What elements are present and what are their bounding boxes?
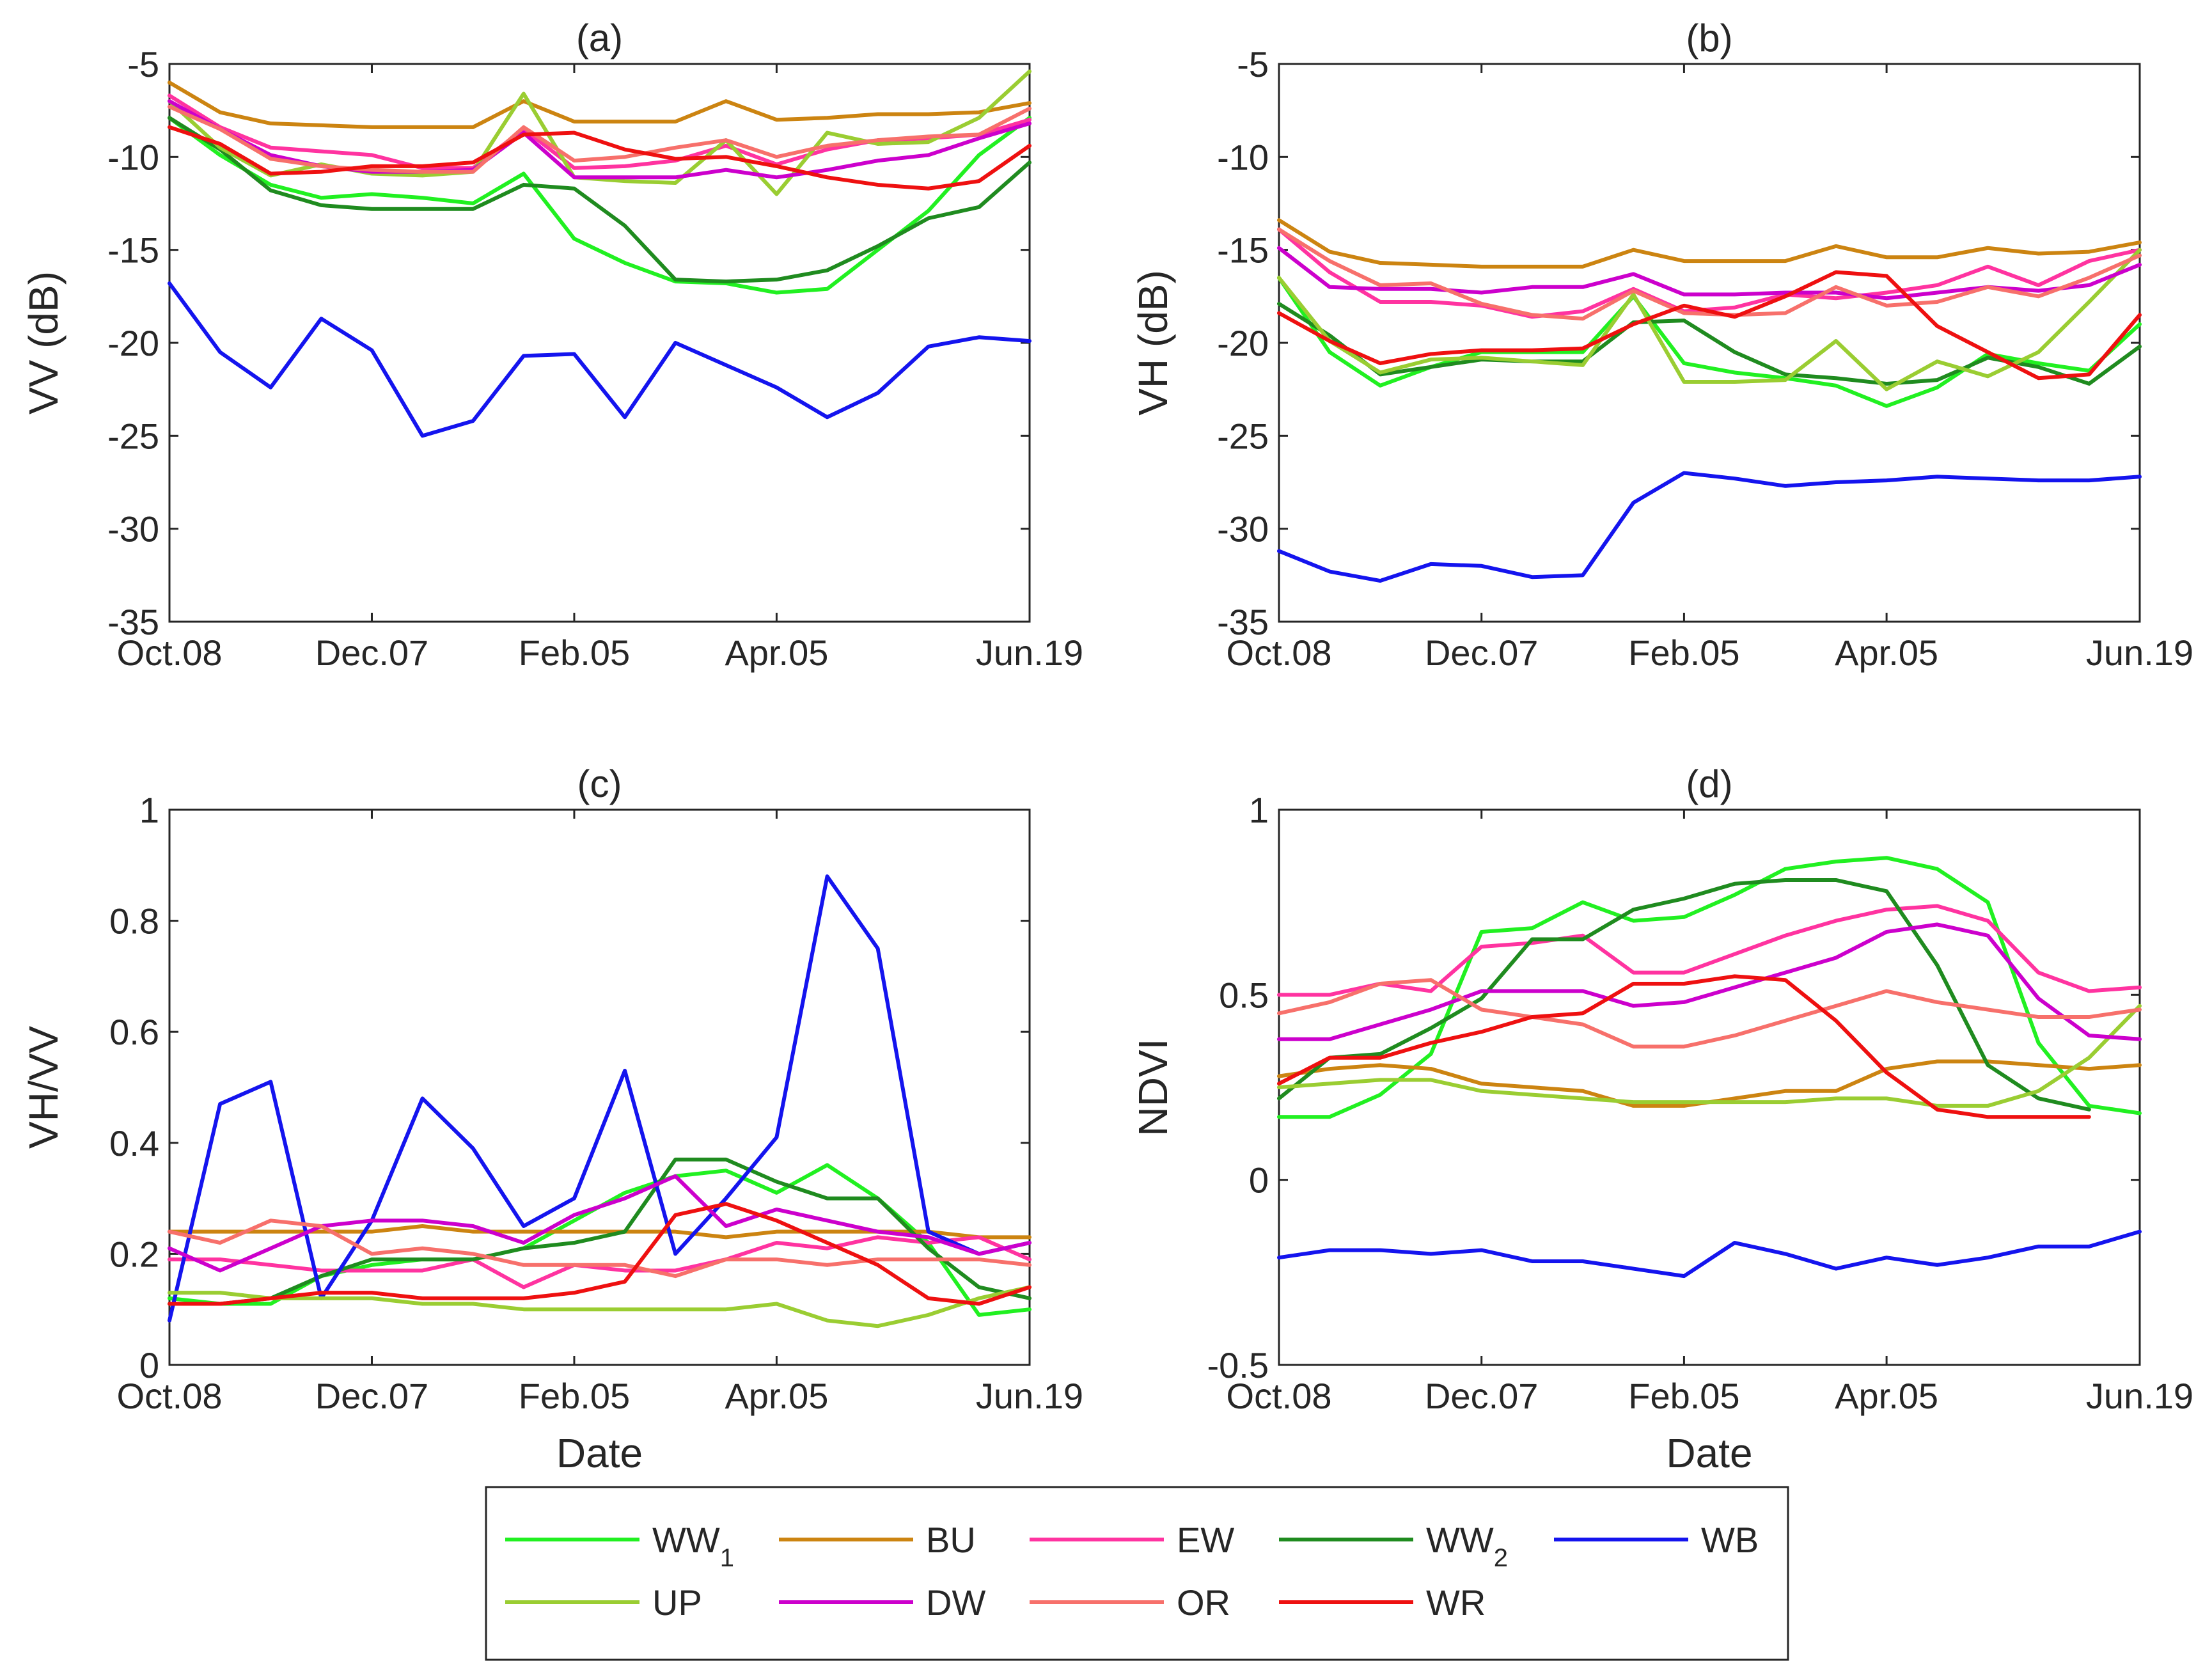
panel-a: -35 -30 -25 -20 -15 -10 -5 Oct.08 Dec.07 Feb.05 Ap… <box>20 17 1083 673</box>
y-tick-label: 0.4 <box>109 1123 159 1163</box>
y-tick-label: 0 <box>1249 1160 1269 1201</box>
series-line-wb <box>1277 1229 2142 1279</box>
panel-d: -0.5 0 0.5 1 Oct.08 Dec.07 Feb.05 Apr.05 Jun.19 (… <box>1130 762 2193 1476</box>
series-line-dw <box>168 1174 1031 1273</box>
series-line-bu <box>1277 218 2142 269</box>
axes-box <box>168 63 1031 623</box>
legend-label: WR <box>1426 1582 1486 1623</box>
y-axis-label: VH/VV <box>20 1026 67 1149</box>
y-tick-label: -0.5 <box>1207 1345 1269 1385</box>
y-tick-label: -10 <box>107 137 159 177</box>
panel-c: 0 0.2 0.4 0.6 0.8 1 Oct.08 Dec.07 Feb.05 Apr.05 Ju… <box>20 762 1083 1476</box>
y-tick-label: 1 <box>139 790 159 830</box>
y-tick-label: -15 <box>107 230 159 271</box>
legend-label: EW <box>1177 1520 1234 1560</box>
series-line-wb <box>1277 471 2142 583</box>
panel-b: -35 -30 -25 -20 -15 -10 -5 Oct.08 Dec.07 Feb.05 Ap… <box>1130 17 2193 673</box>
x-tick-label: Jun.19 <box>976 1376 1083 1416</box>
y-tick-label: 0.5 <box>1219 975 1269 1015</box>
series-line-ww2 <box>1277 878 2091 1112</box>
x-tick-label: Dec.07 <box>1425 633 1538 673</box>
x-tick-label: Dec.07 <box>1425 1376 1538 1416</box>
legend-label: DW <box>926 1582 985 1623</box>
y-tick-label: -5 <box>127 44 159 84</box>
x-tick-label: Apr.05 <box>725 633 828 673</box>
series-line-ww2 <box>168 116 1031 284</box>
legend-label: WB <box>1701 1520 1759 1560</box>
series-line-wr <box>1277 270 2142 381</box>
y-tick-label: -10 <box>1217 137 1269 177</box>
x-tick-label: Apr.05 <box>1835 1376 1938 1416</box>
x-axis-label: Date <box>1666 1430 1752 1476</box>
x-axis-label: Date <box>556 1430 643 1476</box>
x-tick-label: Dec.07 <box>315 633 428 673</box>
y-tick-label: 0 <box>139 1345 159 1385</box>
x-tick-label: Oct.08 <box>117 1376 223 1416</box>
x-tick-label: Feb.05 <box>519 633 630 673</box>
series-line-ew <box>1277 904 2142 997</box>
y-axis-label: VH (dB) <box>1130 270 1176 416</box>
axes-box <box>168 808 1031 1366</box>
series-line-or <box>1277 227 2142 321</box>
legend-label: BU <box>926 1520 976 1560</box>
y-tick-label: -30 <box>1217 509 1269 549</box>
series-line-up <box>1277 1004 2142 1108</box>
series-line-ww2 <box>1277 301 2142 386</box>
series-line-wr <box>168 125 1031 191</box>
x-tick-label: Jun.19 <box>2086 1376 2193 1416</box>
series-line-wb <box>168 874 1031 1323</box>
y-tick-label: -15 <box>1217 230 1269 271</box>
x-tick-label: Oct.08 <box>1227 1376 1332 1416</box>
series-line-ww1 <box>1277 856 2142 1119</box>
series-line-bu <box>168 81 1031 129</box>
series-line-wb <box>168 281 1031 438</box>
series-line-ww1 <box>1277 276 2142 408</box>
series-line-or <box>168 104 1031 174</box>
y-tick-label: -5 <box>1237 44 1269 84</box>
axes-box <box>1278 63 2141 623</box>
x-tick-label: Oct.08 <box>1227 633 1332 673</box>
y-tick-label: -25 <box>1217 416 1269 456</box>
y-tick-label: -30 <box>107 509 159 549</box>
y-tick-label: 0.2 <box>109 1234 159 1274</box>
series-line-wr <box>1277 974 2091 1119</box>
y-tick-label: -35 <box>107 602 159 642</box>
legend-box <box>485 1486 1789 1661</box>
series-line-up <box>1277 248 2142 391</box>
y-tick-label: -20 <box>107 323 159 363</box>
panel-title: (b) <box>1686 17 1732 59</box>
series-line-or <box>168 1218 1031 1279</box>
series-line-ew <box>1277 227 2142 319</box>
x-tick-label: Feb.05 <box>519 1376 630 1416</box>
y-axis-label: NDVI <box>1130 1039 1176 1137</box>
y-axis-label: VV (dB) <box>20 271 67 414</box>
x-tick-label: Oct.08 <box>117 633 223 673</box>
panel-title: (a) <box>576 17 623 59</box>
x-tick-label: Feb.05 <box>1628 633 1739 673</box>
x-tick-label: Apr.05 <box>1835 633 1938 673</box>
y-tick-label: -20 <box>1217 323 1269 363</box>
x-tick-label: Jun.19 <box>2086 633 2193 673</box>
series-line-wr <box>168 1202 1031 1306</box>
x-tick-label: Apr.05 <box>725 1376 828 1416</box>
legend-label: UP <box>652 1582 702 1623</box>
y-tick-label: -25 <box>107 416 159 456</box>
series-line-up <box>168 1285 1031 1328</box>
y-tick-label: -35 <box>1217 602 1269 642</box>
series-line-dw <box>1277 922 2142 1041</box>
y-tick-label: 1 <box>1249 790 1269 830</box>
x-tick-label: Feb.05 <box>1628 1376 1739 1416</box>
x-tick-label: Jun.19 <box>976 633 1083 673</box>
panel-title: (c) <box>577 762 622 805</box>
y-tick-label: 0.6 <box>109 1012 159 1052</box>
panel-title: (d) <box>1686 762 1732 805</box>
y-tick-label: 0.8 <box>109 901 159 941</box>
legend-label: OR <box>1177 1582 1230 1623</box>
x-tick-label: Dec.07 <box>315 1376 428 1416</box>
series-line-ww2 <box>168 1157 1031 1306</box>
series-line-or <box>1277 978 2142 1049</box>
